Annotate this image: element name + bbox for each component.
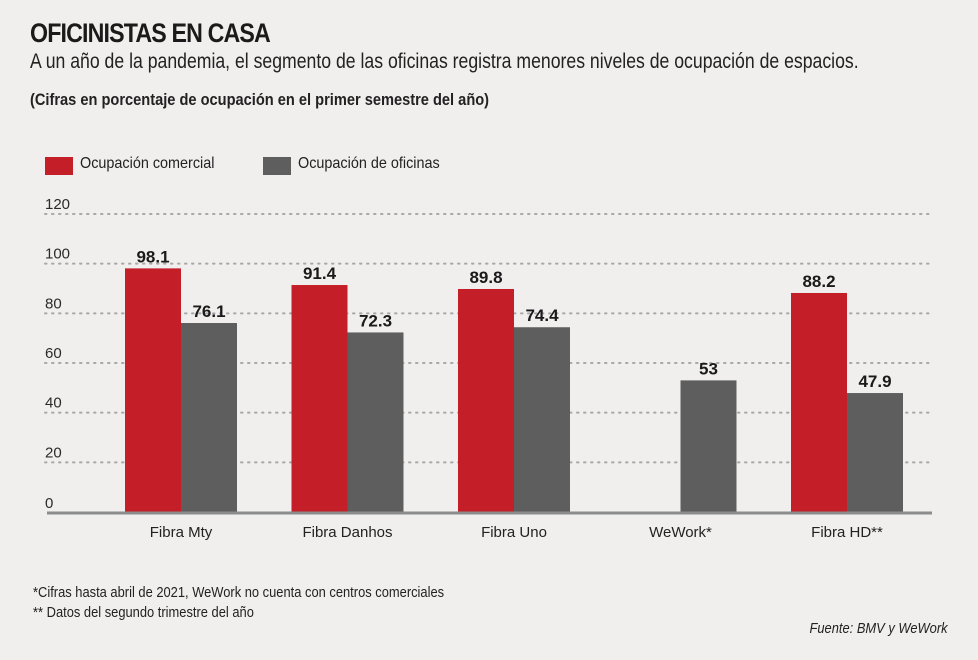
y-tick-label-100: 100 bbox=[45, 246, 70, 263]
legend-swatch-oficinas bbox=[263, 157, 291, 175]
bar-comercial-4 bbox=[791, 292, 847, 512]
footnote-fibra-hd: ** Datos del segundo trimestre del año bbox=[33, 604, 254, 621]
x-category-label-0: Fibra Mty bbox=[150, 524, 213, 541]
bar-comercial-0 bbox=[125, 268, 181, 512]
bar-comercial-2 bbox=[458, 288, 514, 512]
y-tick-label-20: 20 bbox=[45, 444, 62, 461]
bar-comercial-1 bbox=[291, 285, 348, 512]
y-tick-label-120: 120 bbox=[45, 196, 70, 213]
chart-title: OFICINISTAS EN CASA bbox=[30, 18, 271, 48]
data-label-comercial-4: 88.2 bbox=[802, 272, 835, 291]
legend-label-comercial: Ocupación comercial bbox=[80, 155, 215, 172]
legend-swatch-comercial bbox=[45, 157, 73, 175]
x-category-label-3: WeWork* bbox=[649, 524, 712, 541]
data-label-comercial-1: 91.4 bbox=[303, 264, 337, 283]
bar-oficinas-4 bbox=[847, 393, 903, 512]
bar-oficinas-3 bbox=[680, 380, 737, 512]
x-category-label-2: Fibra Uno bbox=[481, 524, 547, 541]
bar-oficinas-1 bbox=[347, 332, 404, 512]
x-category-label-1: Fibra Danhos bbox=[302, 524, 392, 541]
bar-oficinas-0 bbox=[181, 323, 237, 512]
footnote-wework: *Cifras hasta abril de 2021, WeWork no c… bbox=[33, 584, 445, 601]
data-label-comercial-2: 89.8 bbox=[469, 268, 502, 287]
source-credit: Fuente: BMV y WeWork bbox=[809, 620, 948, 637]
y-tick-label-0: 0 bbox=[45, 495, 53, 512]
y-tick-label-40: 40 bbox=[45, 395, 62, 412]
data-label-oficinas-3: 53 bbox=[699, 359, 718, 378]
data-label-oficinas-4: 47.9 bbox=[858, 372, 891, 391]
y-tick-label-60: 60 bbox=[45, 345, 62, 362]
data-label-oficinas-2: 74.4 bbox=[525, 306, 559, 325]
x-category-label-4: Fibra HD** bbox=[811, 524, 883, 541]
chart-subtitle: A un año de la pandemia, el segmento de … bbox=[30, 50, 859, 73]
units-note: (Cifras en porcentaje de ocupación en el… bbox=[30, 90, 490, 109]
data-label-comercial-0: 98.1 bbox=[136, 247, 169, 266]
bar-oficinas-2 bbox=[514, 327, 570, 512]
data-label-oficinas-0: 76.1 bbox=[192, 302, 225, 321]
y-tick-label-80: 80 bbox=[45, 295, 62, 312]
legend-label-oficinas: Ocupación de oficinas bbox=[298, 155, 440, 172]
data-label-oficinas-1: 72.3 bbox=[359, 311, 392, 330]
